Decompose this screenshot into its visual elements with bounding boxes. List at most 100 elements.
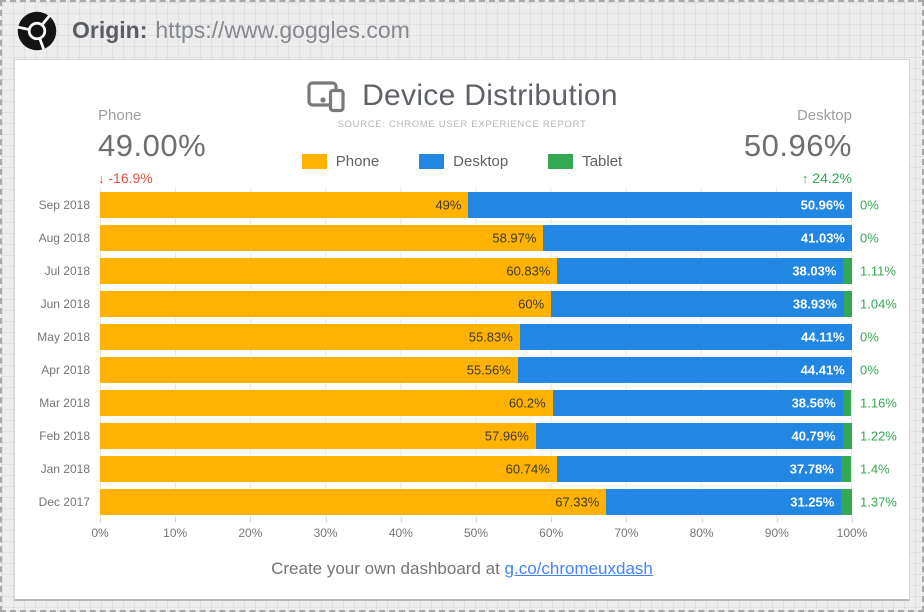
bar-value-label-tablet: 1.11% <box>860 263 896 278</box>
bar-value-label-tablet: 0% <box>860 362 879 377</box>
devices-icon <box>306 80 348 113</box>
stat-phone-value: 49.00% <box>98 128 207 163</box>
bar-segment-phone: 60.2% <box>100 389 553 416</box>
chart-row: Jul 2018 60.83% 38.03% 1.11% <box>15 254 896 287</box>
stat-phone: Phone 49.00% ↓ -16.9% <box>98 107 206 186</box>
chart-row: Feb 2018 57.96% 40.79% 1.22% <box>15 419 897 452</box>
axis-tick-mark <box>250 518 252 522</box>
chart-row: Jun 2018 60% 38.93% 1.04% <box>15 287 897 320</box>
axis-tick-mark <box>551 518 553 522</box>
row-month-label: Feb 2018 <box>39 428 90 443</box>
legend-item-desktop: Desktop <box>419 153 508 170</box>
origin-topbar: Origin: https://www.goggles.com <box>2 2 922 59</box>
chart-row: Dec 2017 67.33% 31.25% 1.37% <box>15 485 897 518</box>
row-month-label: Sep 2018 <box>38 197 90 212</box>
bar-value-label-phone: 55.83% <box>468 329 513 344</box>
chart-row: May 2018 55.83% 44.11% 0% <box>15 320 879 353</box>
bar-segment-tablet <box>840 455 852 482</box>
bar-track: 60.83% 38.03% 1.11% <box>100 257 896 284</box>
dashboard-card: Device Distribution SOURCE: CHROME USER … <box>14 59 910 601</box>
chart-row: Sep 2018 49% 50.96% 0% <box>15 188 879 221</box>
bar-value-label-phone: 60.74% <box>505 461 550 476</box>
bar-value-label-phone: 49% <box>435 197 462 212</box>
bar-track: 49% 50.96% 0% <box>100 191 879 218</box>
axis-tick-label: 40% <box>388 526 413 540</box>
bar-segment-phone: 60.74% <box>100 455 557 482</box>
bar-value-label-desktop: 38.56% <box>791 395 836 410</box>
x-axis: 0% 10% 20% 30% 40% 50% 60% 70% 80% 90% 100% <box>91 518 867 544</box>
axis-tick-mark <box>325 518 327 522</box>
legend-swatch <box>301 154 327 169</box>
bar-value-label-tablet: 1.37% <box>860 494 897 509</box>
bar-value-label-desktop: 40.79% <box>791 428 836 443</box>
bar-segment-tablet <box>841 488 852 515</box>
axis-tick-label: 80% <box>689 526 714 540</box>
bar-segment-phone: 60.83% <box>100 257 558 284</box>
bar-track: 57.96% 40.79% 1.22% <box>100 422 897 449</box>
row-month-label: Mar 2018 <box>39 395 90 410</box>
bar-track: 58.97% 41.03% 0% <box>100 224 879 251</box>
bar-track: 55.56% 44.41% 0% <box>100 356 879 383</box>
bar-value-label-desktop: 38.03% <box>792 263 837 278</box>
axis-tick-label: 100% <box>836 526 868 540</box>
bar-segment-phone: 49% <box>100 191 469 218</box>
row-month-label: Jan 2018 <box>40 461 90 476</box>
axis-tick-mark <box>175 518 177 522</box>
legend-swatch <box>419 154 445 169</box>
axis-tick-label: 20% <box>238 526 263 540</box>
bar-track: 60.74% 37.78% 1.4% <box>100 455 890 482</box>
bar-segment-tablet <box>842 389 852 416</box>
page-title: Device Distribution <box>362 79 618 112</box>
stat-desktop-label: Desktop <box>796 107 852 124</box>
card-header: Device Distribution SOURCE: CHROME USER … <box>15 60 909 130</box>
bar-segment-phone: 60% <box>100 290 552 317</box>
bar-value-label-phone: 58.97% <box>492 230 537 245</box>
stat-desktop-delta: ↑ 24.2% <box>801 170 852 186</box>
bar-segment-phone: 55.56% <box>100 356 518 383</box>
bar-segment-desktop: 38.93% <box>551 290 844 317</box>
bar-value-label-tablet: 1.04% <box>860 296 897 311</box>
axis-tick-label: 60% <box>539 526 564 540</box>
axis-tick-mark <box>626 518 628 522</box>
page-subtitle: SOURCE: CHROME USER EXPERIENCE REPORT <box>337 118 587 130</box>
bar-segment-desktop: 41.03% <box>543 224 852 251</box>
row-month-label: May 2018 <box>37 329 90 344</box>
bar-segment-phone: 58.97% <box>100 224 544 251</box>
footer-text: Create your own dashboard at <box>271 559 505 578</box>
axis-tick-label: 30% <box>313 526 338 540</box>
down-arrow-icon: ↓ <box>98 171 105 186</box>
bar-segment-desktop: 40.79% <box>535 422 843 449</box>
axis-tick-mark <box>852 518 853 522</box>
legend-item-phone: Phone <box>301 153 379 170</box>
stat-desktop-value: 50.96% <box>743 128 852 163</box>
bar-segment-phone: 55.83% <box>100 323 520 350</box>
axis-tick-mark <box>776 518 778 522</box>
stat-phone-delta: ↓ -16.9% <box>98 170 153 186</box>
bar-value-label-desktop: 44.41% <box>800 362 845 377</box>
bar-value-label-phone: 60.83% <box>506 263 551 278</box>
up-arrow-icon: ↑ <box>801 171 809 186</box>
axis-tick-label: 90% <box>764 526 789 540</box>
footer-link[interactable]: g.co/chromeuxdash <box>504 559 653 578</box>
bar-segment-phone: 57.96% <box>100 422 536 449</box>
row-month-label: Apr 2018 <box>41 362 90 377</box>
bar-value-label-phone: 57.96% <box>484 428 529 443</box>
bar-segment-desktop: 31.25% <box>606 488 842 515</box>
bar-value-label-tablet: 1.22% <box>860 428 897 443</box>
bar-value-label-tablet: 0% <box>860 197 879 212</box>
bar-track: 55.83% 44.11% 0% <box>100 323 879 350</box>
origin-url: https://www.goggles.com <box>155 17 410 43</box>
bar-value-label-phone: 60.2% <box>508 395 546 410</box>
chart-row: Jan 2018 60.74% 37.78% 1.4% <box>15 452 890 485</box>
axis-tick-label: 70% <box>614 526 639 540</box>
device-distribution-chart: Sep 2018 49% 50.96% 0% Aug 2018 58.97% 41.03% 0… <box>15 188 909 544</box>
bar-segment-tablet <box>843 257 852 284</box>
bar-segment-desktop: 44.41% <box>517 356 852 383</box>
axis-tick-label: 10% <box>163 526 188 540</box>
chart-row: Apr 2018 55.56% 44.41% 0% <box>15 353 879 386</box>
bar-segment-tablet <box>843 290 852 317</box>
chart-row: Aug 2018 58.97% 41.03% 0% <box>15 221 879 254</box>
legend-label: Desktop <box>453 153 509 170</box>
bar-value-label-phone: 55.56% <box>466 362 511 377</box>
